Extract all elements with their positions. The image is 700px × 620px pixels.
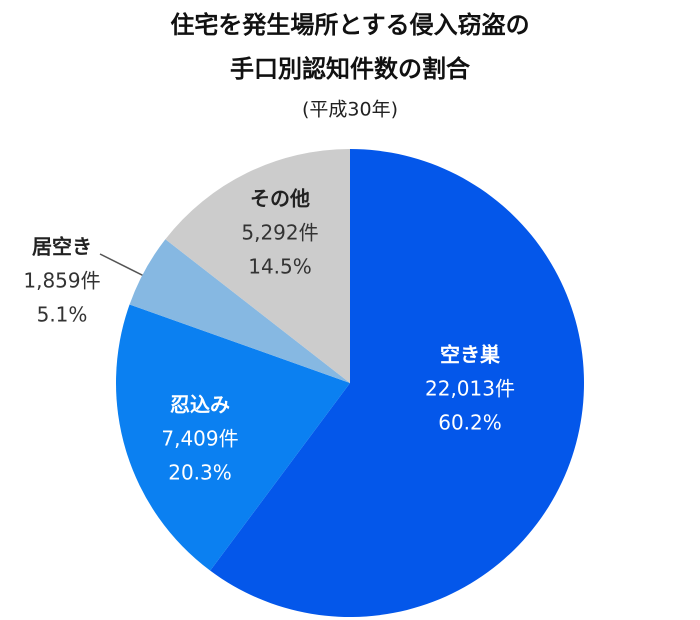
slice-label: 空き巣 (440, 343, 501, 367)
percentage-label: 5.1% (37, 303, 88, 327)
value-label: 22,013件 (425, 377, 515, 401)
chart-subtitle: (平成30年) (302, 99, 398, 121)
chart-title: 住宅を発生場所とする侵入窃盗の (170, 11, 529, 39)
pie-slice (115, 304, 351, 571)
percentage-label: 14.5% (248, 255, 312, 279)
chart-title: 手口別認知件数の割合 (230, 55, 471, 83)
value-label: 7,409件 (161, 427, 238, 451)
pie-slice (129, 239, 350, 383)
percentage-label: 20.3% (168, 461, 232, 485)
pie-slice (210, 149, 584, 617)
slice-label: その他 (250, 187, 310, 211)
pie-slice (165, 149, 350, 383)
value-label: 1,859件 (23, 269, 100, 293)
slice-label: 忍込み (170, 393, 230, 417)
percentage-label: 60.2% (438, 411, 502, 435)
slice-label: 居空き (32, 235, 92, 259)
value-label: 5,292件 (241, 221, 318, 245)
